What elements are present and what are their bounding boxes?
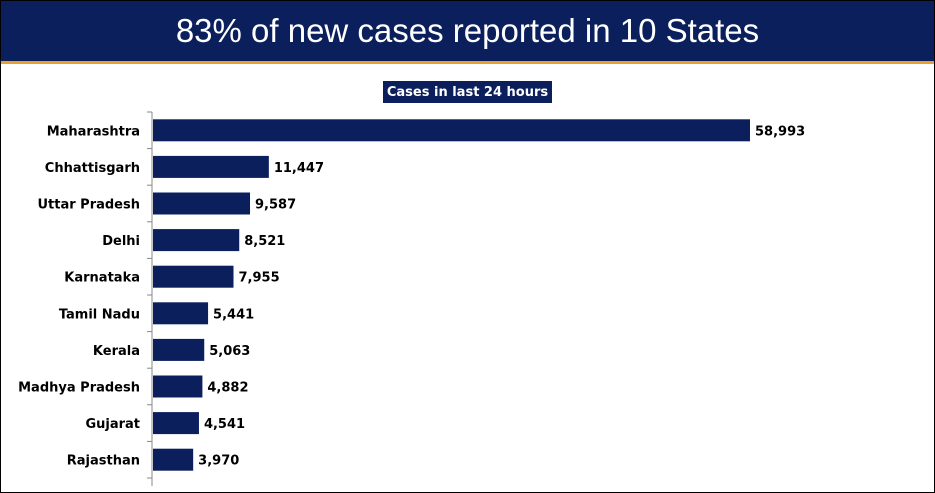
bar-rajasthan	[153, 448, 194, 471]
value-label: 11,447	[274, 161, 324, 176]
value-label: 7,955	[239, 271, 280, 286]
category-label: Chhattisgarh	[45, 161, 140, 176]
value-label: 8,521	[244, 234, 285, 249]
category-label: Tamil Nadu	[59, 307, 140, 322]
slide-title: 83% of new cases reported in 10 States	[1, 1, 934, 61]
bar-maharashtra	[153, 119, 750, 142]
category-label: Madhya Pradesh	[18, 381, 140, 396]
value-label: 58,993	[755, 124, 805, 139]
category-label: Maharashtra	[47, 124, 140, 139]
bar-madhya-pradesh	[153, 375, 203, 398]
accent-line	[1, 61, 934, 64]
value-label: 5,441	[213, 307, 254, 322]
bar-uttar-pradesh	[153, 192, 251, 215]
value-label: 4,882	[207, 381, 248, 396]
value-label: 4,541	[204, 417, 245, 432]
chart-title: Cases in last 24 hours	[383, 81, 552, 103]
bar-gujarat	[153, 412, 199, 435]
category-label: Karnataka	[64, 271, 140, 286]
category-label: Kerala	[93, 344, 140, 359]
bar-delhi	[153, 229, 240, 252]
bar-karnataka	[153, 265, 234, 288]
value-label: 3,970	[198, 454, 239, 469]
bar-tamil-nadu	[153, 302, 209, 325]
value-label: 5,063	[209, 344, 250, 359]
bar-chhattisgarh	[153, 155, 269, 178]
value-label: 9,587	[255, 198, 296, 213]
category-label: Uttar Pradesh	[37, 198, 140, 213]
category-label: Gujarat	[85, 417, 140, 432]
category-label: Delhi	[102, 234, 140, 249]
bar-kerala	[153, 338, 205, 361]
category-label: Rajasthan	[67, 454, 140, 469]
